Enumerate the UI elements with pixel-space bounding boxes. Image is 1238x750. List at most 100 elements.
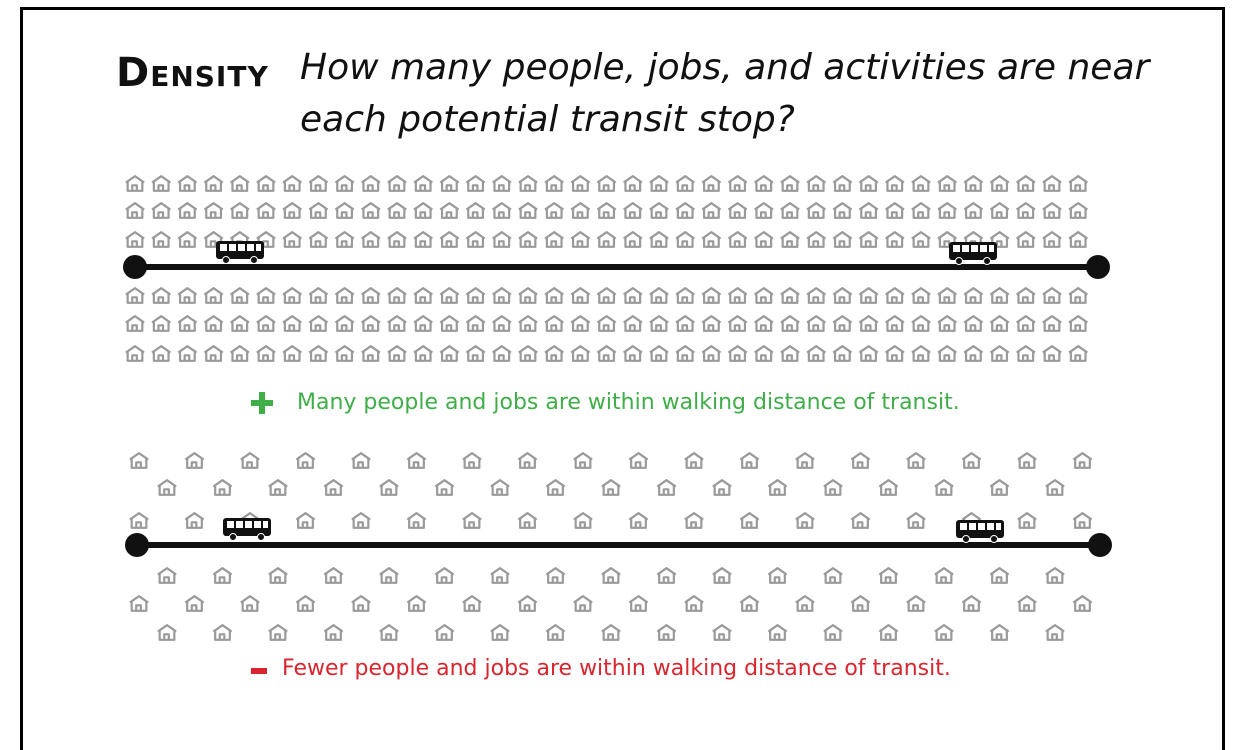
house-icon	[465, 345, 486, 362]
house-icon	[936, 175, 958, 192]
house-icon	[727, 345, 748, 362]
house-icon	[858, 315, 879, 332]
house-icon	[701, 202, 722, 219]
house-icon	[156, 624, 178, 641]
house-icon	[124, 202, 146, 219]
house-icon	[739, 595, 760, 612]
house-icon	[989, 345, 1010, 362]
house-icon	[543, 287, 565, 304]
house-icon	[600, 624, 622, 641]
house-icon	[794, 512, 816, 529]
house-icon	[517, 452, 538, 469]
house-icon	[378, 479, 400, 496]
house-icon	[989, 567, 1010, 584]
house-icon	[858, 345, 879, 362]
house-icon	[850, 452, 871, 469]
house-icon	[570, 175, 591, 192]
house-icon	[596, 287, 617, 304]
house-icon	[648, 231, 670, 248]
house-icon	[596, 231, 617, 248]
house-icon	[229, 175, 251, 192]
house-icon	[267, 624, 289, 641]
house-icon	[308, 175, 329, 192]
house-icon	[570, 287, 591, 304]
house-icon	[963, 287, 984, 304]
house-icon	[674, 315, 696, 332]
house-icon	[184, 452, 205, 469]
house-icon	[543, 315, 565, 332]
house-icon	[805, 345, 827, 362]
house-icon	[334, 345, 355, 362]
question: How many people, jobs, and activities ar…	[300, 47, 1150, 140]
house-icon	[628, 595, 649, 612]
house-icon	[308, 287, 329, 304]
house-icon	[933, 624, 955, 641]
house-icon	[281, 231, 303, 248]
house-icon	[128, 452, 150, 469]
house-icon	[150, 202, 172, 219]
house-icon	[1015, 287, 1037, 304]
house-icon	[360, 175, 382, 192]
house-icon	[1067, 287, 1089, 304]
house-icon	[203, 287, 224, 304]
house-icon	[711, 567, 733, 584]
house-icon	[1015, 345, 1037, 362]
house-icon	[386, 345, 408, 362]
transit-stop	[1086, 255, 1110, 279]
house-icon	[1072, 595, 1093, 612]
house-icon	[832, 287, 853, 304]
house-icon	[656, 624, 677, 641]
house-icon	[622, 315, 644, 332]
house-icon	[545, 567, 566, 584]
house-icon	[858, 287, 879, 304]
house-icon	[124, 345, 146, 362]
house-icon	[753, 345, 775, 362]
house-icon	[622, 175, 644, 192]
house-icon	[961, 452, 982, 469]
house-icon	[832, 315, 853, 332]
house-icon	[281, 175, 303, 192]
house-icon	[963, 345, 984, 362]
house-icon	[683, 452, 705, 469]
house-icon	[936, 345, 958, 362]
house-icon	[434, 567, 455, 584]
house-icon	[805, 287, 827, 304]
house-icon	[543, 175, 565, 192]
house-icon	[439, 175, 460, 192]
house-icon	[517, 345, 539, 362]
house-icon	[711, 479, 733, 496]
house-icon	[491, 315, 513, 332]
house-icon	[439, 202, 460, 219]
house-icon	[570, 231, 591, 248]
house-icon	[156, 479, 178, 496]
house-icon	[489, 479, 511, 496]
house-icon	[177, 345, 198, 362]
house-icon	[203, 175, 224, 192]
house-icon	[1016, 595, 1038, 612]
house-icon	[229, 315, 251, 332]
house-icon	[1041, 202, 1063, 219]
house-icon	[1015, 315, 1037, 332]
house-icon	[517, 595, 538, 612]
house-icon	[936, 315, 958, 332]
house-icon	[683, 595, 705, 612]
house-icon	[229, 202, 251, 219]
house-icon	[767, 567, 788, 584]
house-icon	[753, 315, 775, 332]
house-icon	[884, 287, 906, 304]
house-icon	[858, 175, 879, 192]
house-icon	[360, 345, 382, 362]
house-icon	[124, 315, 146, 332]
house-icon	[229, 345, 251, 362]
house-icon	[701, 315, 722, 332]
house-icon	[656, 479, 677, 496]
house-icon	[177, 202, 198, 219]
house-icon	[570, 345, 591, 362]
house-icon	[378, 567, 400, 584]
caption: Many people and jobs are within walking …	[297, 390, 960, 415]
house-icon	[323, 567, 344, 584]
house-icon	[1041, 345, 1063, 362]
house-icon	[465, 287, 486, 304]
house-icon	[545, 624, 566, 641]
